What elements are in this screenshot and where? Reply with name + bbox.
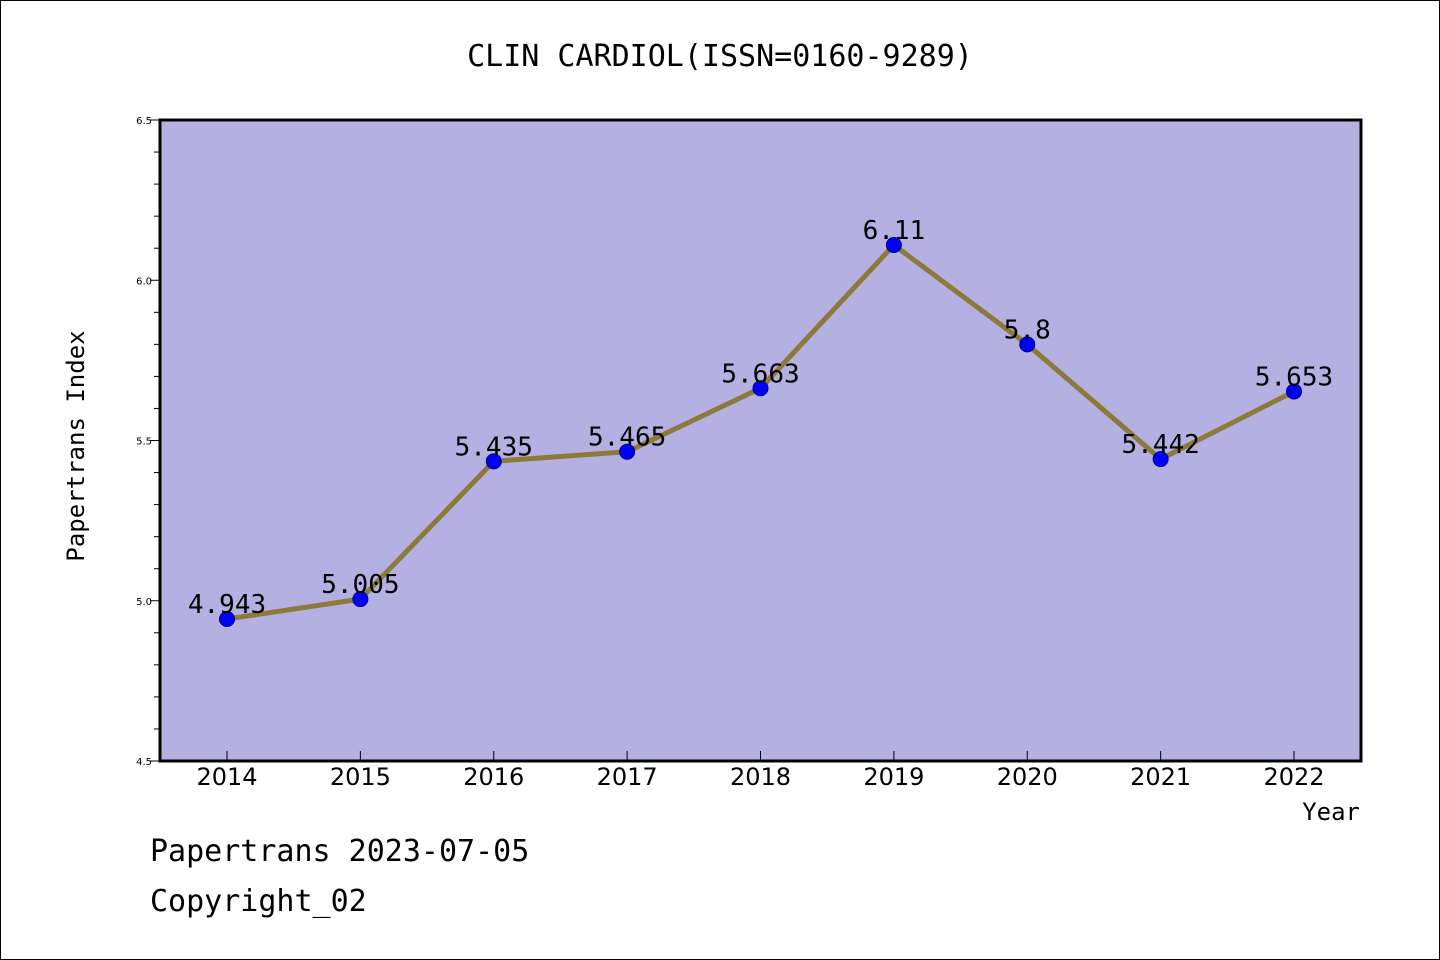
plot-area	[160, 120, 1361, 761]
data-point-marker	[885, 236, 902, 253]
data-labels: 4.943 5.005 5.435 5.465 5.663 6.11 5.8 5.442 5.6…	[188, 216, 1333, 620]
data-label: 5.465	[588, 423, 666, 453]
data-label: 5.8	[1004, 315, 1051, 345]
chart-title: CLIN CARDIOL(ISSN=0160-9289)	[467, 39, 973, 74]
data-point-marker	[485, 453, 502, 470]
data-point-marker	[619, 443, 636, 460]
y-tick-label: 4.5	[136, 757, 152, 768]
x-tick-label: 2020	[997, 763, 1058, 791]
x-tick-label: 2022	[1263, 763, 1324, 791]
data-point-marker	[1286, 383, 1302, 400]
y-tick-label: 6.5	[136, 116, 152, 127]
y-axis-tick-labels: 4.5 5.0 5.5 6.0 6.5	[136, 116, 152, 768]
data-label: 5.435	[455, 432, 533, 462]
x-axis-ticks	[226, 751, 1295, 761]
data-point-marker	[352, 591, 369, 608]
data-label: 5.653	[1255, 362, 1333, 392]
data-point-marker	[219, 611, 235, 628]
data-label: 5.663	[721, 359, 799, 389]
y-tick-label: 5.5	[136, 437, 152, 448]
data-markers	[219, 236, 1302, 628]
data-point-marker	[1152, 451, 1169, 468]
footer-date-line: Papertrans 2023-07-05	[150, 834, 530, 869]
x-tick-label: 2014	[196, 763, 257, 791]
x-tick-label: 2015	[330, 763, 391, 791]
data-label: 4.943	[188, 590, 266, 620]
data-label: 6.11	[863, 216, 926, 246]
x-tick-label: 2019	[863, 763, 924, 791]
x-tick-label: 2018	[730, 763, 791, 791]
y-tick-label: 6.0	[136, 276, 152, 287]
plot-border	[158, 118, 1363, 763]
x-tick-label: 2021	[1130, 763, 1191, 791]
data-label: 5.005	[321, 570, 399, 600]
x-tick-label: 2016	[463, 763, 524, 791]
x-axis-label: Year	[1302, 798, 1360, 826]
x-tick-label: 2017	[597, 763, 658, 791]
footer-copyright: Copyright_02	[150, 884, 367, 919]
y-axis-label: Papertrans Index	[62, 330, 90, 561]
y-tick-label: 5.0	[136, 597, 152, 608]
data-point-marker	[1019, 336, 1036, 353]
data-point-marker	[752, 380, 769, 397]
x-axis-tick-labels: 2014 2015 2016 2017 2018 2019 2020 2021 2022	[196, 763, 1324, 791]
data-label: 5.442	[1121, 430, 1199, 460]
